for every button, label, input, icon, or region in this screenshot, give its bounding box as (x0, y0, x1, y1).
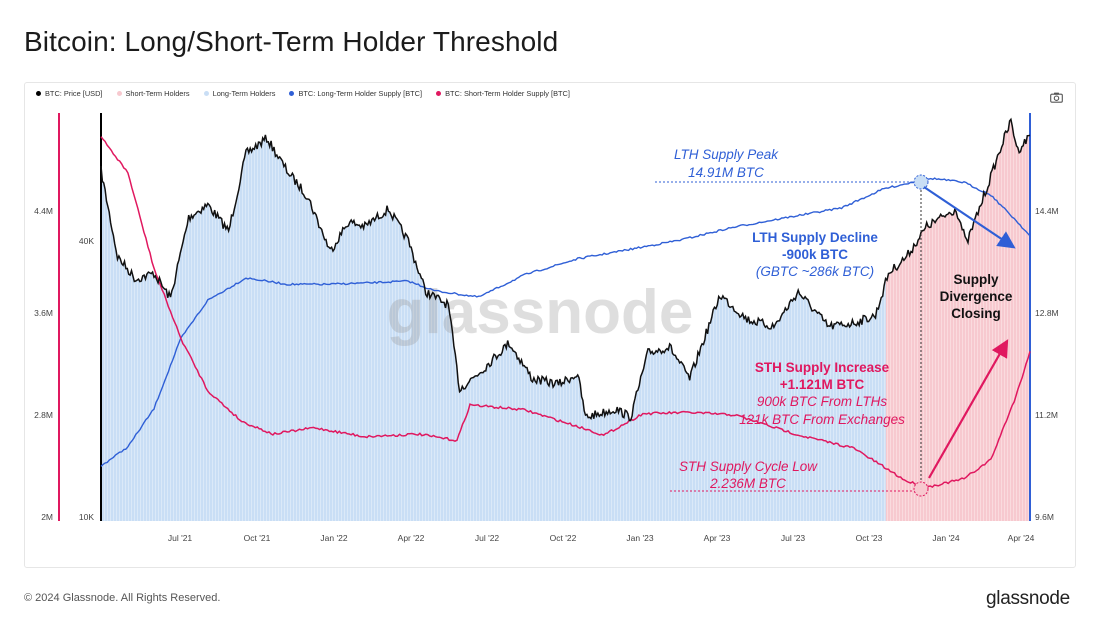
annotation-sth-low-value: 2.236M BTC (709, 476, 786, 491)
lth-axis-tick-label: 11.2M (1035, 410, 1058, 420)
legend-swatch-lth-supply (289, 91, 295, 96)
annotation-lth-decline-title: LTH Supply Decline (752, 230, 878, 245)
sth-axis-tick-label: 4.4M (34, 206, 53, 216)
legend-item-sth-supply[interactable]: BTC: Short-Term Holder Supply [BTC] (436, 89, 570, 98)
x-axis-tick-label: Jul '23 (781, 533, 806, 543)
legend-item-sth-region[interactable]: Short-Term Holders (116, 89, 190, 98)
lth-axis-tick-label: 9.6M (1035, 512, 1054, 522)
x-axis-tick-label: Apr '23 (704, 533, 731, 543)
camera-icon[interactable] (1050, 90, 1063, 108)
legend-swatch-lth-region (203, 91, 209, 96)
page-title: Bitcoin: Long/Short-Term Holder Threshol… (24, 26, 559, 57)
x-axis-tick-label: Oct '22 (550, 533, 577, 543)
price-axis-tick-label: 10K (79, 512, 94, 522)
annotation-sth-increase-value: +1.121M BTC (780, 377, 865, 392)
annotation-divergence-1: Supply (953, 272, 998, 287)
annotation-lth-decline-note: (GBTC ~286k BTC) (756, 264, 874, 279)
x-axis-tick-label: Jan '22 (320, 533, 347, 543)
copyright-text: © 2024 Glassnode. All Rights Reserved. (24, 592, 221, 604)
chart-legend: BTC: Price [USD] Short-Term Holders Long… (36, 89, 570, 98)
sth-axis-tick-label: 3.6M (34, 308, 53, 318)
legend-swatch-price (36, 91, 41, 96)
chart-frame (24, 82, 1076, 568)
lth-decline-arrow (923, 186, 1016, 249)
legend-item-lth-supply[interactable]: BTC: Long-Term Holder Supply [BTC] (289, 89, 422, 98)
legend-item-price[interactable]: BTC: Price [USD] (36, 89, 103, 98)
x-axis-tick-label: Jul '22 (475, 533, 500, 543)
annotation-sth-low-title: STH Supply Cycle Low (679, 459, 818, 474)
x-axis-tick-label: Apr '24 (1008, 533, 1035, 543)
price-axis-tick-label: 40K (79, 236, 94, 246)
annotation-sth-increase-title: STH Supply Increase (755, 360, 890, 375)
lth-peak-marker (913, 174, 929, 190)
annotation-sth-increase-exchanges: 121k BTC From Exchanges (739, 412, 905, 427)
legend-swatch-sth-region (116, 91, 122, 96)
x-axis-tick-label: Oct '21 (244, 533, 271, 543)
sth-axis-tick-label: 2.8M (34, 410, 53, 420)
x-axis-tick-label: Jul '21 (168, 533, 193, 543)
sth-axis-tick-label: 2M (41, 512, 53, 522)
series-line-lth-supply (100, 177, 1031, 467)
annotation-divergence-3: Closing (951, 306, 1001, 321)
legend-swatch-sth-supply (436, 91, 442, 96)
annotation-sth-increase-lth: 900k BTC From LTHs (757, 394, 888, 409)
sth-increase-arrow (928, 339, 1009, 479)
lth-axis-tick-label: 12.8M (1035, 308, 1059, 318)
series-line-price (100, 117, 1031, 422)
glassnode-logo: glassnode (986, 588, 1070, 609)
watermark: glassnode (387, 278, 694, 347)
x-axis-tick-label: Jan '23 (626, 533, 653, 543)
x-axis-tick-label: Oct '23 (856, 533, 883, 543)
legend-item-lth-region[interactable]: Long-Term Holders (203, 89, 276, 98)
annotation-lth-peak-value: 14.91M BTC (688, 165, 764, 180)
legend-label-price: BTC: Price [USD] (45, 89, 103, 98)
legend-label-lth-supply: BTC: Long-Term Holder Supply [BTC] (298, 89, 423, 98)
x-axis-tick-label: Apr '22 (398, 533, 425, 543)
legend-label-sth-region: Short-Term Holders (125, 89, 190, 98)
sth-low-marker (913, 481, 929, 497)
x-axis-tick-label: Jan '24 (932, 533, 959, 543)
lth-axis-tick-label: 14.4M (1035, 206, 1059, 216)
legend-label-lth-region: Long-Term Holders (212, 89, 276, 98)
annotation-lth-decline-value: -900k BTC (782, 247, 848, 262)
series-line-sth-supply (100, 136, 1031, 489)
annotation-divergence-2: Divergence (940, 289, 1013, 304)
legend-label-sth-supply: BTC: Short-Term Holder Supply [BTC] (445, 89, 570, 98)
annotation-lth-peak-title: LTH Supply Peak (674, 147, 779, 162)
